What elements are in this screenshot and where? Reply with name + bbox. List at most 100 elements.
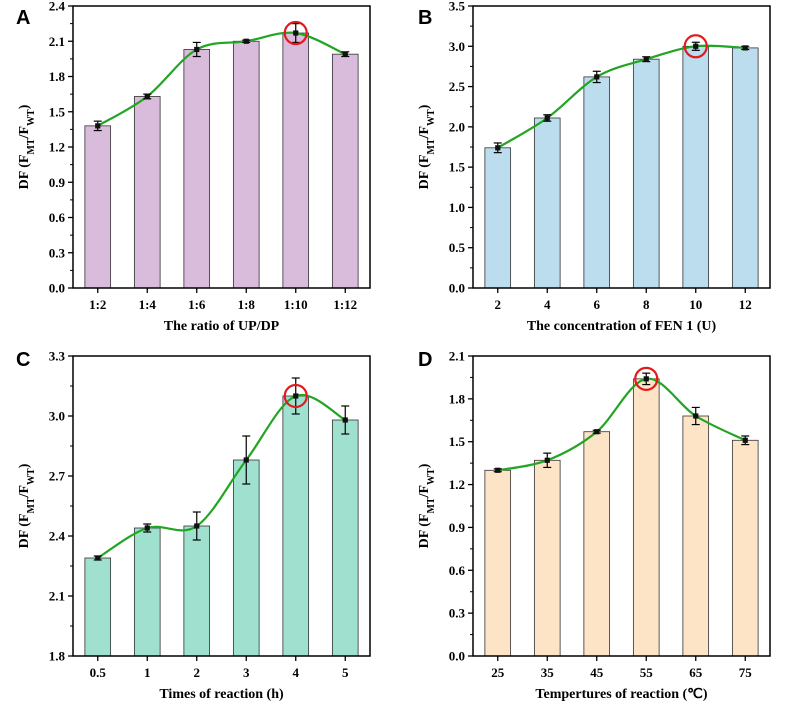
x-tick-label: 55 [640,665,654,680]
data-point [495,145,501,151]
bar [282,32,310,289]
y-tick-label: 3.3 [49,349,66,364]
x-tick-label: 1:10 [284,297,308,312]
bar [84,557,112,657]
panel-d: D 0.0 0.3 0.6 0.9 1.2 1.5 1.8 2.1 25 35 45 55 65 75 Tem… [417,349,771,702]
plot-frame [72,355,371,657]
y-axis-title-part: /F [417,485,432,498]
data-point [342,51,348,57]
x-tick-label: 1:4 [139,297,157,312]
y-axis-title-subscript: MT [26,138,37,154]
x-tick-label: 1 [144,665,151,680]
y-axis-title-part: ) [17,104,32,109]
bar [533,459,561,657]
y-tick-label: 1.5 [449,434,466,449]
panel-b: B 0.0 0.5 1.0 1.5 2.0 2.5 3.0 3.5 2 4 6 8 10 12 The con… [417,0,771,334]
x-tick-label: 35 [541,665,555,680]
y-tick-label: 1.8 [49,69,66,84]
trend-curve [497,44,746,149]
y-axis-title: DF (FMT/FWT) [17,104,37,189]
y-tick-label: 0.3 [49,245,66,260]
x-tick-label: 45 [590,665,604,680]
data-point [194,523,200,529]
x-tick-label: 1:6 [188,297,206,312]
y-tick-label: 0.9 [449,520,466,535]
data-point [544,457,550,463]
data-point [144,525,150,531]
y-tick-label: 2.4 [49,0,66,14]
y-axis-title-part: /F [417,126,432,139]
x-tick-label: 10 [689,297,702,312]
x-axis-title: Tempertures of reaction (℃) [535,687,707,702]
y-tick-label: 2.5 [449,79,466,94]
bar [183,525,211,657]
bar [232,459,260,657]
y-tick-label: 1.8 [449,391,466,406]
x-tick-label: 1:8 [238,297,256,312]
y-axis-title-subscript: MT [426,138,437,154]
bar [484,147,512,289]
data-point [693,43,699,49]
bar [682,415,710,657]
data-point [243,38,249,44]
data-point [95,555,101,561]
y-axis-title-subscript: MT [26,497,37,513]
y-axis-title-part: ) [417,463,432,468]
bar [84,125,112,289]
panel-letter: D [418,349,432,371]
x-axis-title: The concentration of FEN 1 (U) [527,319,717,334]
y-tick-label: 2.1 [449,349,465,364]
bar [331,53,359,289]
plot-frame [72,5,371,289]
data-point [742,45,748,51]
data-point [144,93,150,100]
data-point [194,46,200,53]
y-axis-title-part: DF (F [417,514,432,549]
bar [583,431,611,657]
x-tick-label: 6 [594,297,601,312]
x-tick-label: 2 [194,665,201,680]
data-point [95,123,101,129]
x-axis-title: The ratio of UP/DP [164,319,280,334]
y-tick-label: 3.5 [449,0,466,14]
y-tick-label: 2.7 [49,469,66,484]
panel-letter: A [16,7,30,29]
y-tick-label: 0.3 [449,606,466,621]
bar [282,395,310,657]
y-tick-label: 1.2 [49,140,65,155]
y-axis-title: DF (FMT/FWT) [417,463,437,548]
y-tick-label: 2.4 [49,529,66,544]
y-axis-title-subscript: WT [26,468,37,485]
y-tick-label: 1.8 [49,649,66,664]
y-tick-label: 0.0 [49,281,65,296]
panel-letter: B [418,7,432,29]
bar [484,469,512,657]
data-point [243,457,249,463]
x-tick-label: 5 [342,665,349,680]
y-tick-label: 0.0 [449,649,465,664]
bar [331,419,359,657]
x-tick-label: 4 [544,297,551,312]
x-tick-label: 65 [689,665,703,680]
panel-letter: C [16,349,30,371]
data-point [544,115,550,121]
bar [632,378,660,657]
bar [183,49,211,289]
y-tick-label: 1.5 [49,104,66,119]
y-tick-label: 2.0 [449,119,465,134]
bar [583,76,611,289]
y-axis-title-part: DF (F [17,514,32,549]
data-point [742,437,748,443]
y-tick-label: 1.0 [449,200,465,215]
bar [232,40,260,289]
x-tick-label: 1:12 [333,297,357,312]
panel-c: C 1.8 2.1 2.4 2.7 3.0 3.3 0.5 1 2 3 4 5 Times of reac… [16,349,371,702]
y-tick-label: 0.6 [49,210,66,225]
y-axis-title: DF (FMT/FWT) [417,104,437,189]
y-axis-title-part: /F [17,485,32,498]
y-axis-title-part: /F [17,126,32,139]
y-axis-title-subscript: WT [426,468,437,485]
y-tick-label: 0.9 [49,175,66,190]
y-tick-label: 2.1 [49,589,65,604]
